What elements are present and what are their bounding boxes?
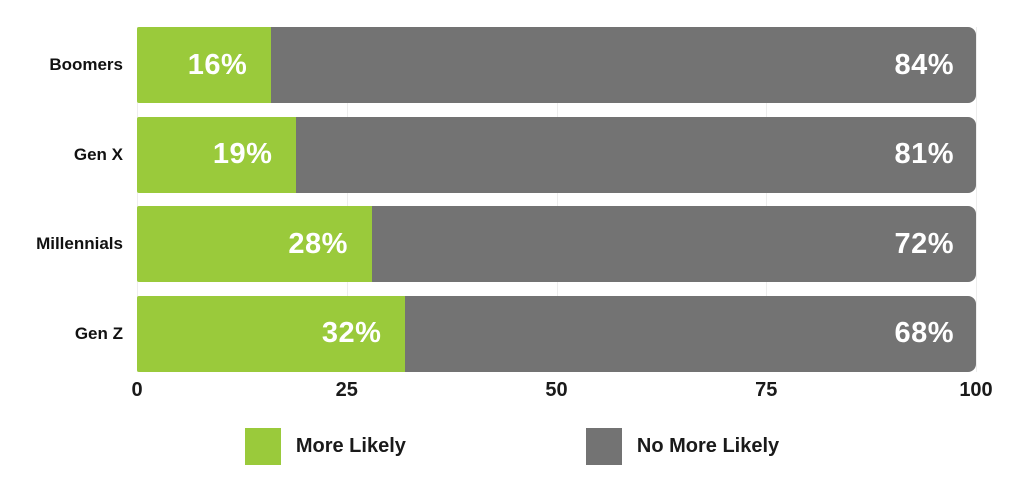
bar-row-boomers: Boomers 16% 84% — [49, 27, 976, 103]
gridline-50 — [556, 27, 558, 372]
segment-value-label: 84% — [894, 48, 954, 81]
more-likely-segment: 32% — [137, 295, 406, 372]
segment-value-label: 81% — [894, 138, 954, 171]
legend: More Likely No More Likely — [0, 428, 1024, 465]
legend-label: More Likely — [295, 435, 406, 457]
x-tick-25: 25 — [335, 379, 358, 401]
more-likely-segment: 28% — [137, 206, 372, 283]
gridline-75 — [766, 27, 768, 372]
bar-row-gen-x: Gen X 19% 81% — [74, 116, 976, 193]
gridline-25 — [346, 27, 348, 372]
legend-label: No More Likely — [636, 435, 780, 457]
more-likely-segment: 19% — [137, 116, 297, 193]
category-label: Gen Z — [74, 323, 123, 343]
segment-value-label: 68% — [894, 317, 954, 350]
segment-value-label: 19% — [212, 138, 273, 171]
segment-value-label: 32% — [321, 317, 382, 350]
no-more-likely-segment: 84% — [271, 27, 976, 103]
bar-rows: Boomers 16% 84% Gen X 19% 81% Millennials 28% 72… — [36, 27, 976, 372]
category-label: Millennials — [36, 234, 123, 254]
category-label: Boomers — [49, 55, 123, 74]
gridline-0 — [137, 27, 138, 372]
x-tick-75: 75 — [755, 379, 778, 401]
legend-item-no-more-likely: No More Likely — [585, 428, 780, 465]
gridline-100 — [976, 27, 977, 372]
segment-value-label: 28% — [288, 227, 348, 260]
bar-row-gen-z: Gen Z 32% 68% — [75, 295, 976, 372]
bar-row-millennials: Millennials 28% 72% — [36, 206, 976, 283]
no-more-likely-segment: 68% — [405, 295, 976, 372]
x-tick-50: 50 — [545, 379, 568, 401]
plot-area: Boomers 16% 84% Gen X 19% 81% Millennials 28% 72… — [36, 27, 977, 372]
segment-value-label: 16% — [187, 48, 248, 81]
x-tick-0: 0 — [131, 379, 143, 401]
no-more-likely-segment: 81% — [296, 116, 976, 193]
category-label: Gen X — [73, 144, 123, 164]
no-more-likely-swatch — [585, 428, 622, 465]
more-likely-swatch — [244, 428, 281, 465]
no-more-likely-segment: 72% — [371, 206, 976, 283]
legend-item-more-likely: More Likely — [244, 428, 406, 465]
more-likely-segment: 16% — [137, 27, 272, 103]
x-axis: 0 25 50 75 100 — [131, 379, 992, 403]
x-tick-100: 100 — [959, 379, 993, 401]
segment-value-label: 72% — [894, 227, 954, 260]
